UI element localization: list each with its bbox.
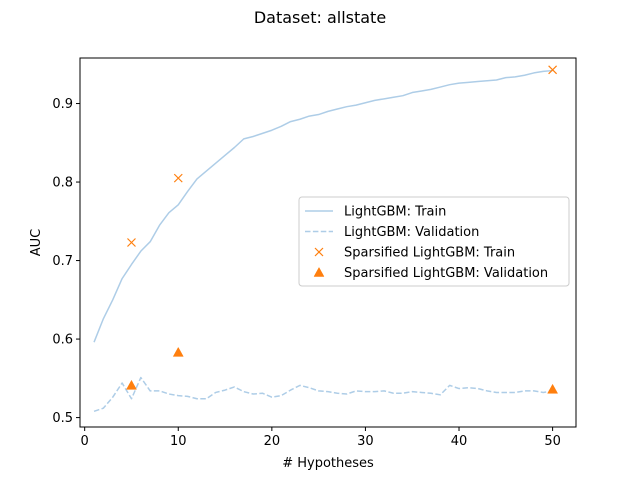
data-point-sparsified-lightgbm-validation bbox=[172, 346, 184, 357]
chart-title: Dataset: allstate bbox=[254, 8, 386, 27]
legend-box bbox=[298, 196, 570, 287]
y-tick-label: 0.8 bbox=[52, 176, 73, 191]
data-point-sparsified-lightgbm-validation bbox=[547, 383, 559, 394]
data-point-sparsified-lightgbm-validation bbox=[126, 379, 137, 390]
x-tick-label: 40 bbox=[451, 434, 468, 449]
data-point-sparsified-lightgbm-train bbox=[548, 65, 558, 75]
plot-area: 0 10 20 30 40 50 0.5 0.6 0.7 0.8 0.9 bbox=[52, 57, 577, 449]
legend-entry: LightGBM: Validation bbox=[305, 225, 479, 240]
x-tick-label: 50 bbox=[544, 434, 561, 449]
y-axis-label: AUC bbox=[29, 229, 44, 257]
axes-frame bbox=[79, 57, 577, 428]
legend-label: Sparsified LightGBM: Validation bbox=[344, 266, 548, 281]
y-axis: 0.5 0.6 0.7 0.8 0.9 bbox=[52, 97, 80, 426]
legend-entry: LightGBM: Train bbox=[305, 205, 446, 220]
series-line-lightgbm-validation bbox=[93, 376, 553, 413]
x-axis: 0 10 20 30 40 50 bbox=[81, 427, 561, 449]
y-tick-label: 0.6 bbox=[52, 333, 73, 348]
x-tick-label: 30 bbox=[357, 434, 374, 449]
x-tick-label: 20 bbox=[264, 434, 281, 449]
x-tick-label: 0 bbox=[81, 434, 89, 449]
series-layer bbox=[93, 65, 559, 413]
legend-entry: Sparsified LightGBM: Train bbox=[314, 246, 515, 261]
legend-label: Sparsified LightGBM: Train bbox=[344, 246, 515, 261]
legend-label: LightGBM: Validation bbox=[344, 225, 479, 240]
data-point-sparsified-lightgbm-train bbox=[127, 238, 136, 247]
data-point-sparsified-lightgbm-train bbox=[173, 173, 183, 183]
series-line-lightgbm-train bbox=[93, 69, 553, 343]
legend-label: LightGBM: Train bbox=[344, 205, 446, 220]
legend-entry: Sparsified LightGBM: Validation bbox=[313, 266, 548, 281]
y-tick-label: 0.5 bbox=[52, 411, 73, 426]
legend-swatch bbox=[313, 266, 325, 277]
x-axis-label: # Hypotheses bbox=[282, 456, 374, 471]
legend-swatch bbox=[314, 247, 324, 257]
y-tick-label: 0.9 bbox=[52, 97, 73, 112]
legend: LightGBM: Train LightGBM: Validation Spars… bbox=[298, 196, 570, 287]
x-tick-label: 10 bbox=[170, 434, 187, 449]
y-tick-label: 0.7 bbox=[52, 254, 73, 269]
